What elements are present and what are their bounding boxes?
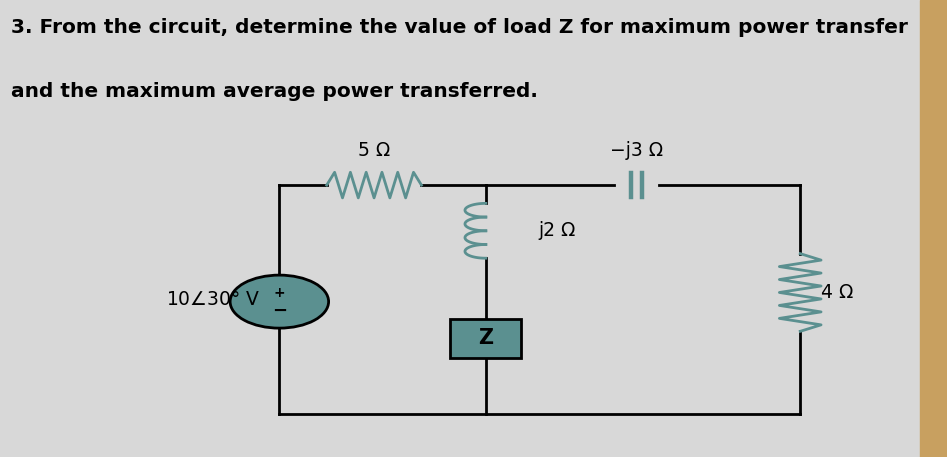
Text: Z: Z (478, 328, 493, 348)
Text: 5 Ω: 5 Ω (358, 141, 390, 160)
Text: +: + (274, 287, 285, 300)
FancyBboxPatch shape (451, 319, 521, 357)
Text: j2 Ω: j2 Ω (538, 221, 575, 240)
Text: −j3 Ω: −j3 Ω (610, 141, 663, 160)
Text: −: − (272, 302, 287, 320)
Text: and the maximum average power transferred.: and the maximum average power transferre… (11, 82, 538, 101)
Ellipse shape (230, 275, 329, 328)
Text: 3. From the circuit, determine the value of load Z for maximum power transfer: 3. From the circuit, determine the value… (11, 18, 908, 37)
Text: 4 Ω: 4 Ω (821, 283, 853, 302)
Text: 10$\angle$30° V: 10$\angle$30° V (166, 290, 260, 309)
